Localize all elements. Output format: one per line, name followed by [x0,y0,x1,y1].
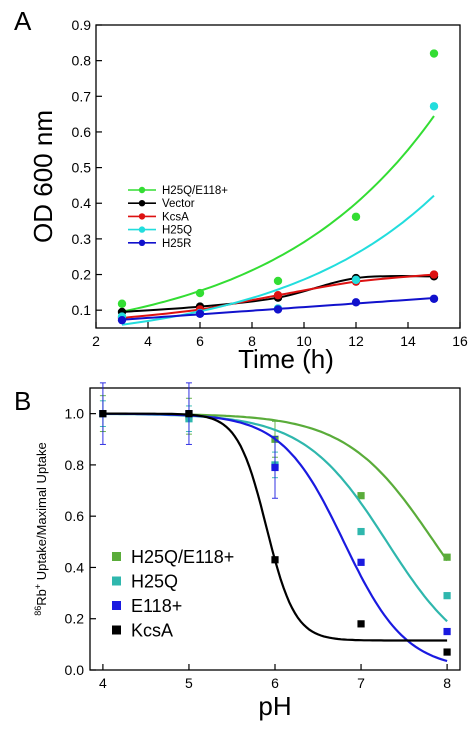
panel-a-data-point [429,270,439,279]
panel-b-x-tick-label: 5 [185,675,193,691]
panel-a-legend-marker [138,213,146,220]
panel-a-x-tick-label: 14 [400,333,416,349]
panel-b-data-point [357,492,365,500]
panel-a-y-axis-title: OD 600 nm [28,110,58,243]
panel-b-x-axis-title: pH [258,691,291,721]
panel-a-legend-marker [138,226,146,233]
panel-a-data-point [429,294,439,303]
panel-a-x-tick-label: 8 [248,333,256,349]
panel-b-y-axis-title: 86Rb+ Uptake/Maximal Uptake [33,442,49,616]
panel-b-data-point [271,463,279,472]
panel-a-x-tick-label: 4 [144,333,152,349]
panel-a-letter: A [14,6,32,36]
panel-b-y-tick-label: 0.4 [65,559,85,575]
panel-b-x-tick-label: 4 [99,675,107,691]
panel-b-data-point [357,527,365,536]
panel-a-plot-frame [95,24,461,329]
panel-b-data-point [443,592,451,600]
panel-a-x-tick-label: 2 [92,333,100,349]
panel-b-x-tick-label: 6 [271,675,279,691]
panel-b-data-point [443,553,451,561]
panel-b-y-tick-label: 1.0 [65,406,85,422]
panel-a-data-point [351,298,361,307]
panel-a-data-point [195,288,205,298]
panel-a-legend-label: KcsA [162,211,189,223]
panel-a-y-tick-label: 0.3 [72,231,92,247]
panel-a-x-tick-label: 12 [348,333,364,349]
panel-a-legend-label: H25Q [162,225,192,237]
panel-b-legend-marker [112,601,121,610]
panel-a-data-point [351,212,361,221]
panel-a-data-point [273,305,283,314]
panel-a: A 2 4 6 8 10 12 14 16 0.1 0.2 0.3 0.4 0.5 0.6 0.7 0.8 0.… [14,6,468,374]
panel-a-data-point [273,291,283,300]
panel-b-data-point [271,556,279,564]
panel-a-y-tick-label: 0.1 [72,302,92,318]
panel-a-data-point [429,49,439,58]
panel-a-data-point [273,276,283,286]
panel-b-data-point [185,410,193,418]
panel-a-y-tick-label: 0.6 [72,124,92,140]
panel-a-legend-marker [138,186,146,194]
panel-b-data-point [357,620,365,628]
panel-b-y-tick-label: 0.6 [65,508,85,524]
panel-b-data-point [357,558,365,566]
panel-a-fit-line [121,115,435,313]
panel-b-legend-marker [112,625,121,635]
panel-a-y-tick-label: 0.2 [72,267,92,283]
panel-b-letter: B [14,386,31,416]
panel-b-x-tick-label: 8 [443,675,451,691]
panel-b-y-tick-label: 0.0 [65,662,85,678]
panel-a-data-point [117,315,127,325]
panel-b-data-point [443,627,451,636]
panel-b-legend-label: H25Q [131,572,178,592]
panel-b-legend-marker [112,552,121,561]
panel-a-data-point [195,309,205,318]
panel-a-legend-marker [138,200,146,207]
panel-a-legend-label: H25R [162,238,191,250]
panel-a-y-tick-label: 0.7 [72,88,92,104]
panel-a-x-tick-label: 16 [452,333,468,349]
panel-b-y-axis-title-part: Uptake/Maximal Uptake [34,442,49,584]
panel-a-data-point [429,102,439,111]
panel-b: B 4 5 6 7 8 0.0 0.2 0.4 0.6 0.8 1.0 pH 86Rb+ Uptake/… [14,382,461,721]
panel-b-data-point [99,410,107,418]
panel-b-legend-label: E118+ [131,596,182,616]
panel-a-x-axis-title: Time (h) [238,344,334,374]
panel-a-x-tick-label: 6 [196,333,204,349]
panel-a-legend-label: H25Q/E118+ [162,185,228,197]
panel-b-y-axis-title-part: Rb [34,589,49,606]
panel-a-y-tick-label: 0.4 [72,195,92,211]
panel-b-x-tick-label: 7 [357,675,365,691]
panel-a-legend-label: Vector [162,198,195,210]
panel-a-data-point [351,275,361,285]
panel-b-legend-label: H25Q/E118+ [131,547,234,567]
panel-b-legend-marker [112,576,121,586]
panel-a-y-tick-label: 0.8 [72,53,92,69]
panel-a-x-tick-label: 10 [296,333,312,349]
panel-a-legend-marker [138,239,146,246]
panel-a-y-tick-label: 0.9 [72,17,92,33]
panel-b-legend-label: KcsA [131,621,173,641]
panel-b-data-point [443,648,451,656]
panel-b-y-tick-label: 0.8 [65,457,85,473]
panel-b-y-axis-title-part: 86 [33,606,43,616]
panel-a-y-tick-label: 0.5 [72,160,92,176]
panel-b-y-axis-title-part: + [33,584,43,589]
panel-a-data-point [117,299,127,308]
panel-b-y-tick-label: 0.2 [65,611,85,627]
